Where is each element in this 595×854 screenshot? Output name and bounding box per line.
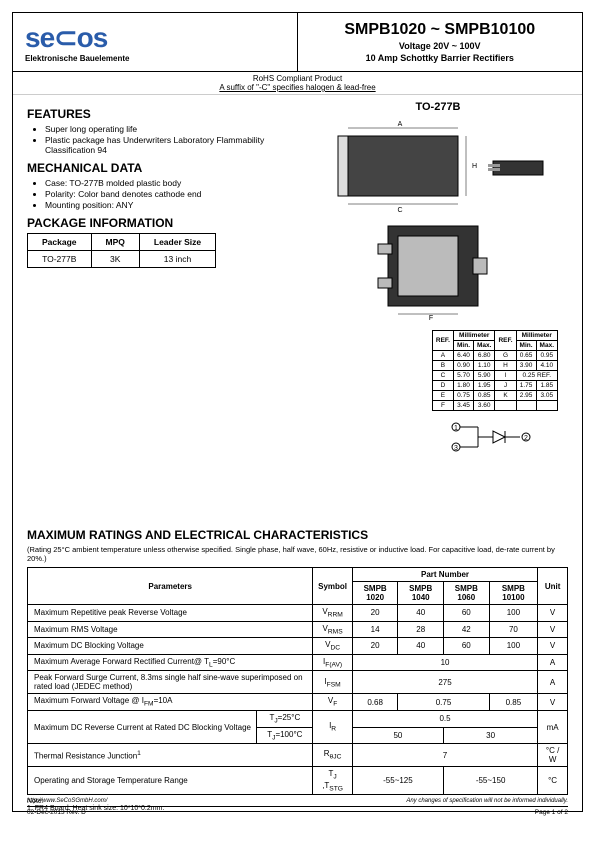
svg-text:3: 3 (454, 445, 458, 452)
svg-text:2: 2 (524, 435, 528, 442)
package-info-table: Package MPQ Leader Size TO-277B 3K 13 in… (27, 233, 216, 268)
footer: 02-Dec-2013 Rev. D Page 1 of 2 (27, 806, 568, 816)
feature-item: Super long operating life (45, 124, 307, 134)
features-list: Super long operating life Plastic packag… (45, 124, 307, 155)
mechanical-list: Case: TO-277B molded plastic body Polari… (45, 178, 307, 210)
mechanical-item: Polarity: Color band denotes cathode end (45, 189, 307, 199)
package-diagram-area: TO-277B A H C F (308, 101, 568, 459)
ratings-heading: MAXIMUM RATINGS AND ELECTRICAL CHARACTER… (27, 528, 568, 542)
pkg-cell: 3K (91, 251, 139, 268)
content-area: FEATURES Super long operating life Plast… (13, 95, 582, 818)
package-info-heading: PACKAGE INFORMATION (27, 216, 307, 230)
svg-text:1: 1 (454, 425, 458, 432)
ratings-note: (Rating 25°C ambient temperature unless … (27, 545, 568, 563)
datasheet-page: se⊂os Elektronische Bauelemente SMPB1020… (12, 12, 583, 812)
logo-text: se⊂os (25, 21, 285, 54)
logo-subtitle: Elektronische Bauelemente (25, 54, 285, 63)
pkg-col: Leader Size (139, 234, 215, 251)
header-logo-area: se⊂os Elektronische Bauelemente (13, 13, 298, 71)
product-title: SMPB1020 ~ SMPB10100 (310, 21, 571, 39)
svg-text:A: A (398, 121, 403, 128)
rohs-notice: RoHS Compliant Product A suffix of "-C" … (13, 72, 582, 95)
pkg-col: MPQ (91, 234, 139, 251)
svg-text:F: F (429, 315, 433, 322)
ratings-table: Parameters Symbol Part Number Unit SMPB … (27, 567, 568, 795)
footer-url: http://www.SeCoSGmbH.com/ (27, 798, 107, 804)
package-bottom-view-icon: F (363, 216, 513, 326)
voltage-range: Voltage 20V ~ 100V (310, 41, 571, 51)
schematic-icon: 1 3 2 (308, 417, 568, 459)
header-title-area: SMPB1020 ~ SMPB10100 Voltage 20V ~ 100V … (298, 13, 583, 71)
diagram-label: TO-277B (308, 101, 568, 113)
footer-page: Page 1 of 2 (535, 809, 568, 816)
feature-item: Plastic package has Underwriters Laborat… (45, 135, 307, 155)
svg-text:H: H (472, 163, 477, 170)
footer-date: 02-Dec-2013 Rev. D (27, 809, 86, 816)
rohs-line1: RoHS Compliant Product (253, 74, 342, 83)
dimension-table: REF. Millimeter REF. Millimeter Min.Max.… (432, 330, 558, 411)
mechanical-item: Mounting position: ANY (45, 200, 307, 210)
pkg-cell: 13 inch (139, 251, 215, 268)
features-heading: FEATURES (27, 107, 307, 121)
mechanical-item: Case: TO-277B molded plastic body (45, 178, 307, 188)
package-top-view-icon: A H C (318, 116, 558, 216)
pkg-cell: TO-277B (28, 251, 92, 268)
header: se⊂os Elektronische Bauelemente SMPB1020… (13, 13, 582, 72)
footer-disclaimer: Any changes of specification will not be… (406, 798, 568, 804)
pkg-col: Package (28, 234, 92, 251)
product-desc: 10 Amp Schottky Barrier Rectifiers (310, 53, 571, 63)
svg-text:C: C (397, 207, 402, 214)
rohs-line2: A suffix of "-C" specifies halogen & lea… (219, 83, 375, 92)
mechanical-heading: MECHANICAL DATA (27, 161, 307, 175)
